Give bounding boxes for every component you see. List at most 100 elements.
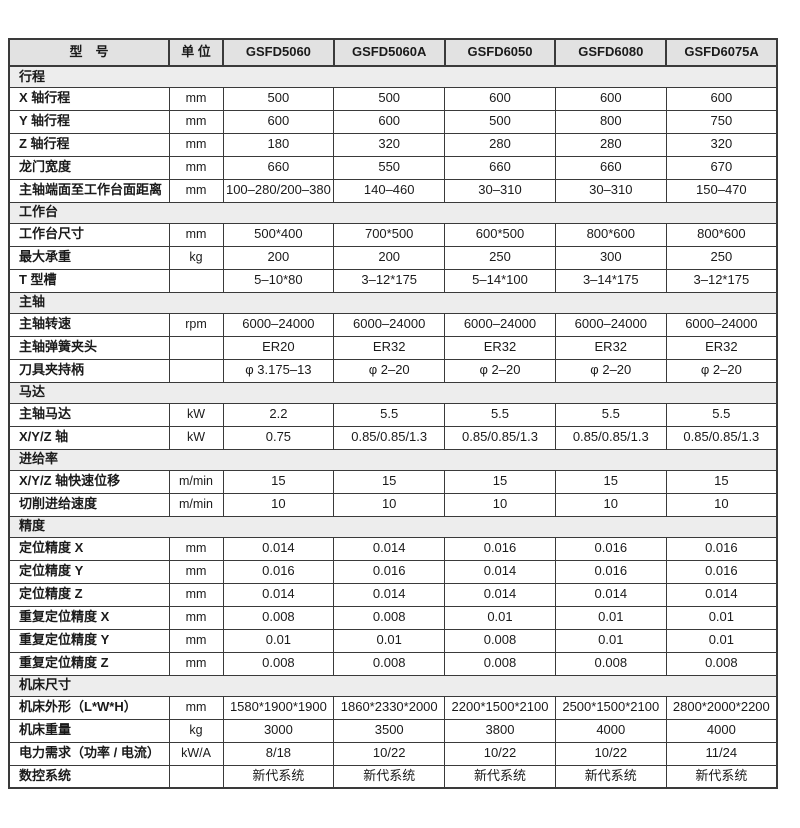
spec-row: 主轴转速 rpm 6000–24000 6000–24000 6000–24000 6… xyxy=(8,312,778,337)
row-label: 最大承重 xyxy=(8,245,170,270)
spec-value: 500 xyxy=(222,86,335,111)
row-label: Z 轴行程 xyxy=(8,132,170,157)
spec-value: 660 xyxy=(554,155,667,180)
spec-value: 0.008 xyxy=(444,651,556,676)
spec-value: ER32 xyxy=(333,335,446,360)
spec-value: 200 xyxy=(333,245,446,270)
spec-value: ER32 xyxy=(665,335,778,360)
row-label: 定位精度 Z xyxy=(8,582,170,607)
row-unit: mm xyxy=(168,536,224,561)
spec-value: 2.2 xyxy=(222,402,335,427)
spec-value: 30–310 xyxy=(554,178,667,203)
spec-value: 500*400 xyxy=(222,222,335,247)
spec-value: 320 xyxy=(665,132,778,157)
spec-value: 0.01 xyxy=(444,605,556,630)
spec-value: 0.014 xyxy=(333,582,446,607)
spec-value: 280 xyxy=(444,132,556,157)
spec-value: 新代系统 xyxy=(554,764,667,789)
spec-value: 600 xyxy=(665,86,778,111)
spec-value: 0.008 xyxy=(444,628,556,653)
spec-value: 3800 xyxy=(444,718,556,743)
spec-value: 0.014 xyxy=(333,536,446,561)
section-header-row: 进给率 xyxy=(8,448,778,471)
spec-row: 定位精度 X mm 0.014 0.014 0.016 0.016 0.016 xyxy=(8,536,778,561)
spec-value: 6000–24000 xyxy=(554,312,667,337)
column-header-gsfd6080: GSFD6080 xyxy=(554,38,668,67)
spec-value: 11/24 xyxy=(665,741,778,766)
spec-value: 800*600 xyxy=(554,222,667,247)
spec-row: T 型槽 5–10*80 3–12*175 5–14*100 3–14*175 3–12… xyxy=(8,268,778,293)
spec-value: 0.016 xyxy=(665,536,778,561)
spec-value: 0.016 xyxy=(444,536,556,561)
spec-value: φ 2–20 xyxy=(554,358,667,383)
row-label: T 型槽 xyxy=(8,268,170,293)
section-title: 行程 xyxy=(8,65,778,88)
row-label: 主轴马达 xyxy=(8,402,170,427)
row-label: 机床重量 xyxy=(8,718,170,743)
row-label: 龙门宽度 xyxy=(8,155,170,180)
spec-value: 250 xyxy=(665,245,778,270)
row-unit: mm xyxy=(168,86,224,111)
spec-value: 550 xyxy=(333,155,446,180)
spec-row: 主轴端面至工作台面距离 mm 100–280/200–380 140–460 30–… xyxy=(8,178,778,203)
section-header-row: 马达 xyxy=(8,381,778,404)
spec-value: 10 xyxy=(444,492,556,517)
spec-value: 3500 xyxy=(333,718,446,743)
spec-value: 0.008 xyxy=(665,651,778,676)
row-unit: mm xyxy=(168,178,224,203)
row-unit: kW xyxy=(168,402,224,427)
spec-value: 100–280/200–380 xyxy=(222,178,335,203)
column-header-gsfd6075a: GSFD6075A xyxy=(665,38,778,67)
spec-value: 500 xyxy=(333,86,446,111)
spec-value: 140–460 xyxy=(333,178,446,203)
spec-value: 0.008 xyxy=(554,651,667,676)
spec-value: 1860*2330*2000 xyxy=(333,695,446,720)
row-label: Y 轴行程 xyxy=(8,109,170,134)
spec-row: X 轴行程 mm 500 500 600 600 600 xyxy=(8,86,778,111)
row-label: X/Y/Z 轴快速位移 xyxy=(8,469,170,494)
spec-value: 4000 xyxy=(665,718,778,743)
spec-row: 定位精度 Z mm 0.014 0.014 0.014 0.014 0.014 xyxy=(8,582,778,607)
section-title: 精度 xyxy=(8,515,778,538)
spec-row: 刀具夹持柄 φ 3.175–13 φ 2–20 φ 2–20 φ 2–20 φ 2–20 xyxy=(8,358,778,383)
spec-row: X/Y/Z 轴 kW 0.75 0.85/0.85/1.3 0.85/0.85/1.… xyxy=(8,425,778,450)
row-label: 主轴弹簧夹头 xyxy=(8,335,170,360)
spec-value: 600 xyxy=(554,86,667,111)
spec-value: 300 xyxy=(554,245,667,270)
spec-value: 10 xyxy=(222,492,335,517)
spec-value: 0.85/0.85/1.3 xyxy=(554,425,667,450)
spec-value: 0.75 xyxy=(222,425,335,450)
spec-value: 660 xyxy=(444,155,556,180)
spec-value: 0.016 xyxy=(333,559,446,584)
spec-value: 6000–24000 xyxy=(444,312,556,337)
row-unit xyxy=(168,335,224,360)
row-unit: kW/A xyxy=(168,741,224,766)
spec-value: 5.5 xyxy=(554,402,667,427)
row-unit: kg xyxy=(168,718,224,743)
spec-value: 2500*1500*2100 xyxy=(554,695,667,720)
row-unit xyxy=(168,358,224,383)
row-label: X 轴行程 xyxy=(8,86,170,111)
spec-value: 6000–24000 xyxy=(333,312,446,337)
row-label: 主轴端面至工作台面距离 xyxy=(8,178,170,203)
row-unit: mm xyxy=(168,222,224,247)
spec-value: 0.014 xyxy=(444,559,556,584)
spec-value: 0.01 xyxy=(554,628,667,653)
section-title: 工作台 xyxy=(8,201,778,224)
spec-value: 180 xyxy=(222,132,335,157)
row-unit: mm xyxy=(168,628,224,653)
spec-value: 600*500 xyxy=(444,222,556,247)
row-unit: kW xyxy=(168,425,224,450)
row-label: 刀具夹持柄 xyxy=(8,358,170,383)
spec-value: 800*600 xyxy=(665,222,778,247)
spec-table-body: 行程 X 轴行程 mm 500 500 600 600 600 Y 轴行程 mm 600… xyxy=(8,65,778,789)
spec-value: 8/18 xyxy=(222,741,335,766)
spec-value: 10 xyxy=(665,492,778,517)
spec-value: 0.016 xyxy=(554,559,667,584)
row-label: 机床外形（L*W*H） xyxy=(8,695,170,720)
spec-value: 5.5 xyxy=(665,402,778,427)
row-label: 数控系统 xyxy=(8,764,170,789)
row-unit: mm xyxy=(168,559,224,584)
spec-value: 1580*1900*1900 xyxy=(222,695,335,720)
row-label: 定位精度 X xyxy=(8,536,170,561)
